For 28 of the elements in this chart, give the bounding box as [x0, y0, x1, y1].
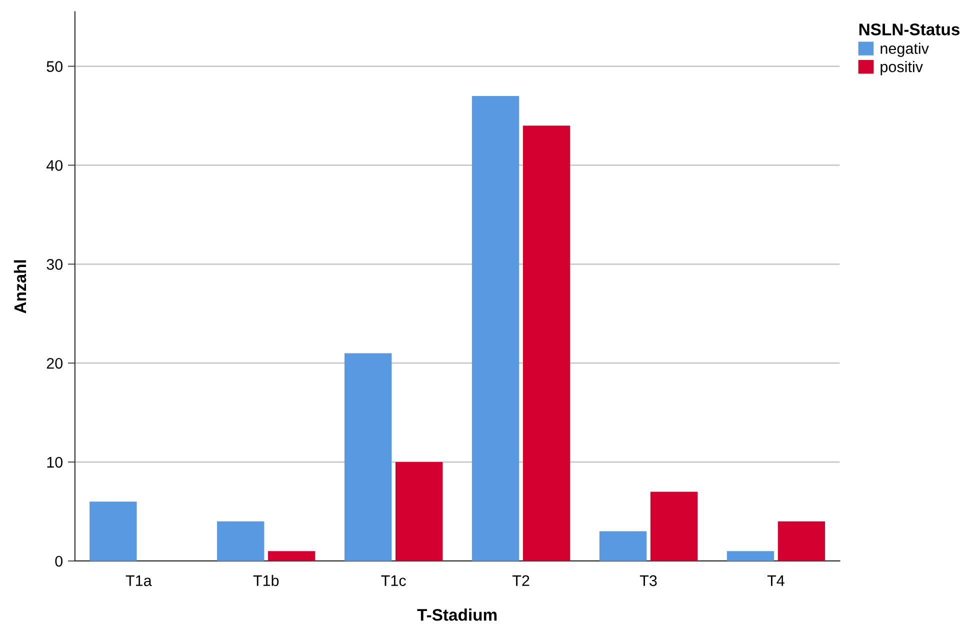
- y-tick-label: 0: [55, 556, 63, 567]
- bar: [650, 492, 698, 561]
- x-tick-label: T1a: [126, 575, 152, 586]
- bar: [217, 521, 264, 561]
- y-tick-label: 10: [47, 456, 63, 468]
- y-tick-label: 20: [46, 358, 63, 369]
- y-tick-label: 50: [46, 61, 63, 72]
- bar: [268, 551, 316, 561]
- x-axis-title: T-Stadium: [417, 608, 497, 621]
- bar: [599, 531, 647, 561]
- bar: [726, 551, 774, 561]
- bar: [344, 353, 392, 561]
- bar: [778, 521, 826, 561]
- x-tick-label: T1b: [253, 574, 279, 586]
- bar: [522, 126, 570, 561]
- bar: [472, 96, 520, 561]
- legend-title: NSLN-Status: [859, 24, 960, 36]
- legend-label: negativ: [880, 42, 929, 57]
- x-tick-label: T1c: [381, 575, 406, 586]
- bar: [90, 502, 137, 561]
- bar: [395, 462, 443, 561]
- x-tick-label: T3: [640, 575, 657, 586]
- x-tick-label: T4: [767, 575, 784, 586]
- legend-label: positiv: [880, 60, 923, 76]
- y-tick-label: 30: [46, 259, 63, 270]
- x-tick-label: T2: [512, 575, 530, 586]
- y-tick-label: 40: [46, 160, 63, 171]
- y-axis-title: Anzahl: [14, 260, 26, 314]
